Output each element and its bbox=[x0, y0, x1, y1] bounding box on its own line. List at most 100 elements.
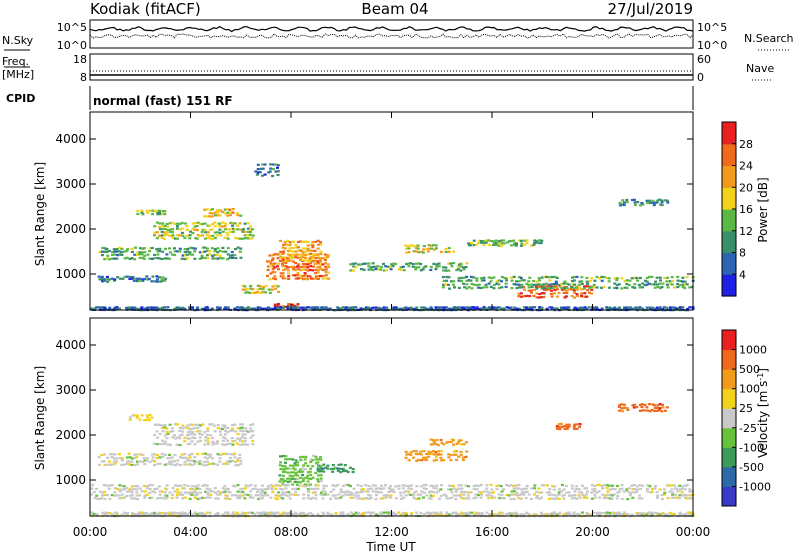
power-cell bbox=[282, 243, 286, 246]
velocity-cell bbox=[90, 493, 94, 496]
power-cell bbox=[655, 276, 659, 279]
velocity-cell bbox=[221, 487, 225, 490]
velocity-cell bbox=[219, 433, 223, 436]
velocity-cell bbox=[208, 488, 212, 491]
velocity-cell bbox=[216, 493, 220, 496]
power-ytick-label: 3000 bbox=[55, 177, 86, 191]
power-cell bbox=[231, 224, 235, 227]
velocity-cell bbox=[143, 463, 147, 466]
velocity-cell bbox=[235, 511, 239, 514]
power-cell bbox=[552, 292, 556, 295]
power-cell bbox=[457, 306, 461, 309]
velocity-colorbar-tick: -25 bbox=[739, 422, 757, 435]
power-cell bbox=[560, 288, 564, 291]
velocity-cell bbox=[179, 491, 183, 494]
power-cell bbox=[658, 282, 662, 285]
power-cell bbox=[116, 307, 120, 310]
power-cell bbox=[382, 269, 386, 272]
power-cell bbox=[613, 286, 616, 289]
power-cell bbox=[287, 303, 291, 306]
velocity-cell bbox=[276, 484, 280, 487]
power-cell bbox=[664, 199, 668, 202]
velocity-cell bbox=[509, 498, 513, 501]
velocity-colorbar-swatch bbox=[722, 486, 736, 507]
power-cell bbox=[140, 306, 144, 309]
power-cell bbox=[590, 277, 594, 280]
velocity-cell bbox=[474, 496, 478, 499]
power-cell bbox=[100, 254, 104, 257]
power-cell bbox=[669, 307, 672, 310]
power-cell bbox=[538, 306, 542, 309]
power-cell bbox=[492, 243, 496, 246]
velocity-cell bbox=[507, 512, 511, 515]
velocity-cell bbox=[499, 485, 503, 488]
velocity-cell bbox=[565, 484, 568, 488]
velocity-cell bbox=[322, 513, 326, 516]
power-cell bbox=[291, 304, 295, 308]
power-cell bbox=[165, 233, 169, 236]
velocity-cell bbox=[193, 494, 197, 497]
velocity-cell bbox=[306, 480, 310, 483]
power-cell bbox=[562, 291, 566, 294]
power-cell bbox=[426, 250, 430, 253]
power-cell bbox=[472, 283, 476, 286]
velocity-cell bbox=[130, 457, 134, 460]
velocity-cell bbox=[575, 427, 579, 430]
velocity-cell bbox=[133, 463, 137, 467]
power-cell bbox=[502, 242, 506, 245]
velocity-cell bbox=[231, 459, 235, 462]
velocity-cell bbox=[301, 479, 305, 482]
power-cell bbox=[159, 280, 163, 283]
power-cell bbox=[427, 247, 431, 250]
power-cell bbox=[302, 306, 306, 309]
power-cell bbox=[392, 307, 395, 310]
velocity-cell bbox=[125, 494, 129, 497]
power-cell bbox=[588, 280, 592, 283]
power-cell bbox=[302, 247, 306, 250]
velocity-cell bbox=[514, 511, 518, 514]
velocity-cell bbox=[203, 496, 207, 499]
velocity-cell bbox=[239, 462, 243, 465]
power-cell bbox=[180, 227, 184, 230]
velocity-cell bbox=[678, 497, 682, 500]
velocity-cell bbox=[381, 497, 385, 500]
power-cell bbox=[583, 285, 587, 288]
power-cell bbox=[134, 246, 137, 249]
power-cell bbox=[226, 306, 230, 309]
velocity-cell bbox=[178, 493, 182, 496]
velocity-cell bbox=[415, 485, 419, 488]
velocity-cell bbox=[680, 494, 684, 497]
velocity-cell bbox=[180, 511, 184, 514]
power-cell bbox=[289, 250, 293, 253]
velocity-cell bbox=[140, 490, 144, 493]
power-cell bbox=[150, 307, 154, 310]
velocity-cell bbox=[208, 423, 212, 426]
power-cell bbox=[191, 307, 194, 310]
velocity-cell bbox=[455, 458, 458, 461]
power-cell bbox=[657, 307, 661, 310]
velocity-cell bbox=[151, 456, 155, 459]
velocity-cell bbox=[367, 493, 371, 497]
power-cell bbox=[191, 247, 195, 250]
velocity-cell bbox=[281, 478, 285, 481]
velocity-cell bbox=[176, 423, 179, 426]
velocity-cell bbox=[246, 511, 250, 515]
power-cell bbox=[514, 280, 518, 283]
power-cell bbox=[155, 248, 159, 251]
power-cell bbox=[273, 275, 277, 278]
velocity-cell bbox=[361, 490, 365, 493]
power-cell bbox=[678, 280, 682, 283]
velocity-cell bbox=[583, 487, 587, 490]
velocity-cell bbox=[226, 511, 230, 514]
power-cell bbox=[171, 236, 175, 239]
power-cell bbox=[435, 307, 439, 310]
velocity-cell bbox=[186, 431, 190, 434]
velocity-cell bbox=[257, 497, 260, 501]
velocity-cell bbox=[449, 454, 453, 457]
velocity-cell bbox=[617, 511, 621, 514]
velocity-cell bbox=[132, 488, 136, 491]
velocity-cell bbox=[193, 456, 197, 459]
power-cell bbox=[224, 306, 227, 309]
power-cell bbox=[681, 276, 685, 279]
power-cell bbox=[276, 285, 280, 288]
